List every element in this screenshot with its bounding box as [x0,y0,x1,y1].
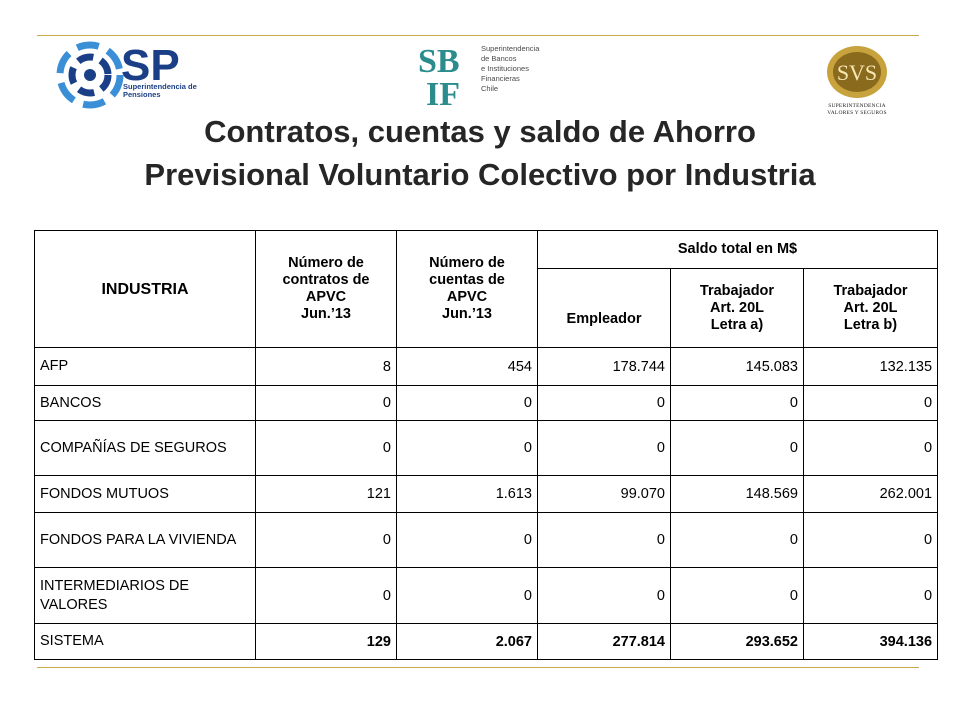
svs-caption: SUPERINTENDENCIA VALORES Y SEGUROS [827,103,887,116]
svg-text:IF: IF [426,76,460,108]
cell-contratos: 0 [255,385,397,421]
page-title: Contratos, cuentas y saldo de Ahorro Pre… [0,110,960,196]
row-name: SISTEMA [34,623,256,660]
header-trabajador-a: Trabajador Art. 20L Letra a) [670,268,804,348]
cell-cuentas: 2.067 [396,623,538,660]
sbif-caption: Superintendencia de Bancos e Institucion… [481,44,540,93]
row-name: COMPAÑÍAS DE SEGUROS [34,420,256,476]
svg-text:SVS: SVS [837,60,877,85]
cell-cuentas: 0 [396,512,538,568]
header-contratos: Número de contratos de APVC Jun.’13 [255,230,397,348]
svg-text:SB: SB [418,43,460,80]
cell-trab-b: 0 [802,512,939,568]
cell-trab-a: 0 [670,385,804,421]
row-name: INTERMEDIARIOS DE VALORES [34,567,256,624]
cell-contratos: 121 [255,475,397,513]
cell-trab-b: 132.135 [802,347,939,386]
header-empleador: Empleador [537,268,671,348]
cell-empleador: 99.070 [537,475,671,513]
apvc-table: INDUSTRIA Número de contratos de APVC Jun.’… [34,230,939,660]
table-row: FONDOS PARA LA VIVIENDA 0 0 0 0 0 [34,512,939,568]
cell-trab-a: 0 [670,567,804,624]
cell-empleador: 0 [537,420,671,476]
cell-empleador: 277.814 [537,623,671,660]
cell-empleador: 0 [537,385,671,421]
cell-contratos: 0 [255,420,397,476]
row-name: FONDOS MUTUOS [34,475,256,513]
cell-empleador: 178.744 [537,347,671,386]
cell-trab-b: 0 [802,385,939,421]
cell-trab-a: 0 [670,512,804,568]
cell-trab-b: 394.136 [802,623,939,660]
sp-mark: SP [121,42,180,84]
cell-empleador: 0 [537,512,671,568]
svs-emblem-icon: SVS [827,46,887,98]
table-row: INTERMEDIARIOS DE VALORES 0 0 0 0 0 [34,567,939,624]
bottom-divider [37,667,919,668]
cell-empleador: 0 [537,567,671,624]
top-divider [37,35,919,36]
header-industria: INDUSTRIA [34,230,256,348]
table-row: BANCOS 0 0 0 0 0 [34,385,939,421]
title-line-1: Contratos, cuentas y saldo de Ahorro [204,114,756,149]
row-name: FONDOS PARA LA VIVIENDA [34,512,256,568]
cell-contratos: 129 [255,623,397,660]
sp-subtitle-2: Pensiones [123,90,161,99]
row-name: AFP [34,347,256,386]
cell-trab-b: 0 [802,567,939,624]
sp-logo: SP Superintendencia de Pensiones [55,40,215,110]
cell-cuentas: 0 [396,385,538,421]
table-row: FONDOS MUTUOS 121 1.613 99.070 148.569 2… [34,475,939,513]
cell-trab-a: 0 [670,420,804,476]
header-trabajador-b: Trabajador Art. 20L Letra b) [802,268,939,348]
sbif-mark: SB IF [418,43,460,113]
row-name: BANCOS [34,385,256,421]
cell-cuentas: 0 [396,567,538,624]
header-saldo: Saldo total en M$ [536,230,939,269]
cell-contratos: 0 [255,512,397,568]
cell-trab-a: 293.652 [670,623,804,660]
cell-cuentas: 0 [396,420,538,476]
svs-logo: SVS SUPERINTENDENCIA VALORES Y SEGUROS [812,44,902,122]
cell-cuentas: 1.613 [396,475,538,513]
cell-cuentas: 454 [396,347,538,386]
cell-contratos: 8 [255,347,397,386]
table-row: AFP 8 454 178.744 145.083 132.135 [34,347,939,386]
cell-trab-a: 148.569 [670,475,804,513]
header-cuentas: Número de cuentas de APVC Jun.’13 [396,230,538,348]
sp-emblem-icon [56,41,124,109]
cell-trab-a: 145.083 [670,347,804,386]
table-row: COMPAÑÍAS DE SEGUROS 0 0 0 0 0 [34,420,939,476]
sp-subtitle-1: Superintendencia de [123,82,197,91]
table-row-total: SISTEMA 129 2.067 277.814 293.652 394.13… [34,623,939,660]
cell-trab-b: 262.001 [802,475,939,513]
cell-contratos: 0 [255,567,397,624]
cell-trab-b: 0 [802,420,939,476]
sbif-logo: SB IF Superintendencia de Bancos e Insti… [418,42,558,113]
title-line-2: Previsional Voluntario Colectivo por Ind… [144,157,816,192]
svg-text:SP: SP [121,42,180,84]
